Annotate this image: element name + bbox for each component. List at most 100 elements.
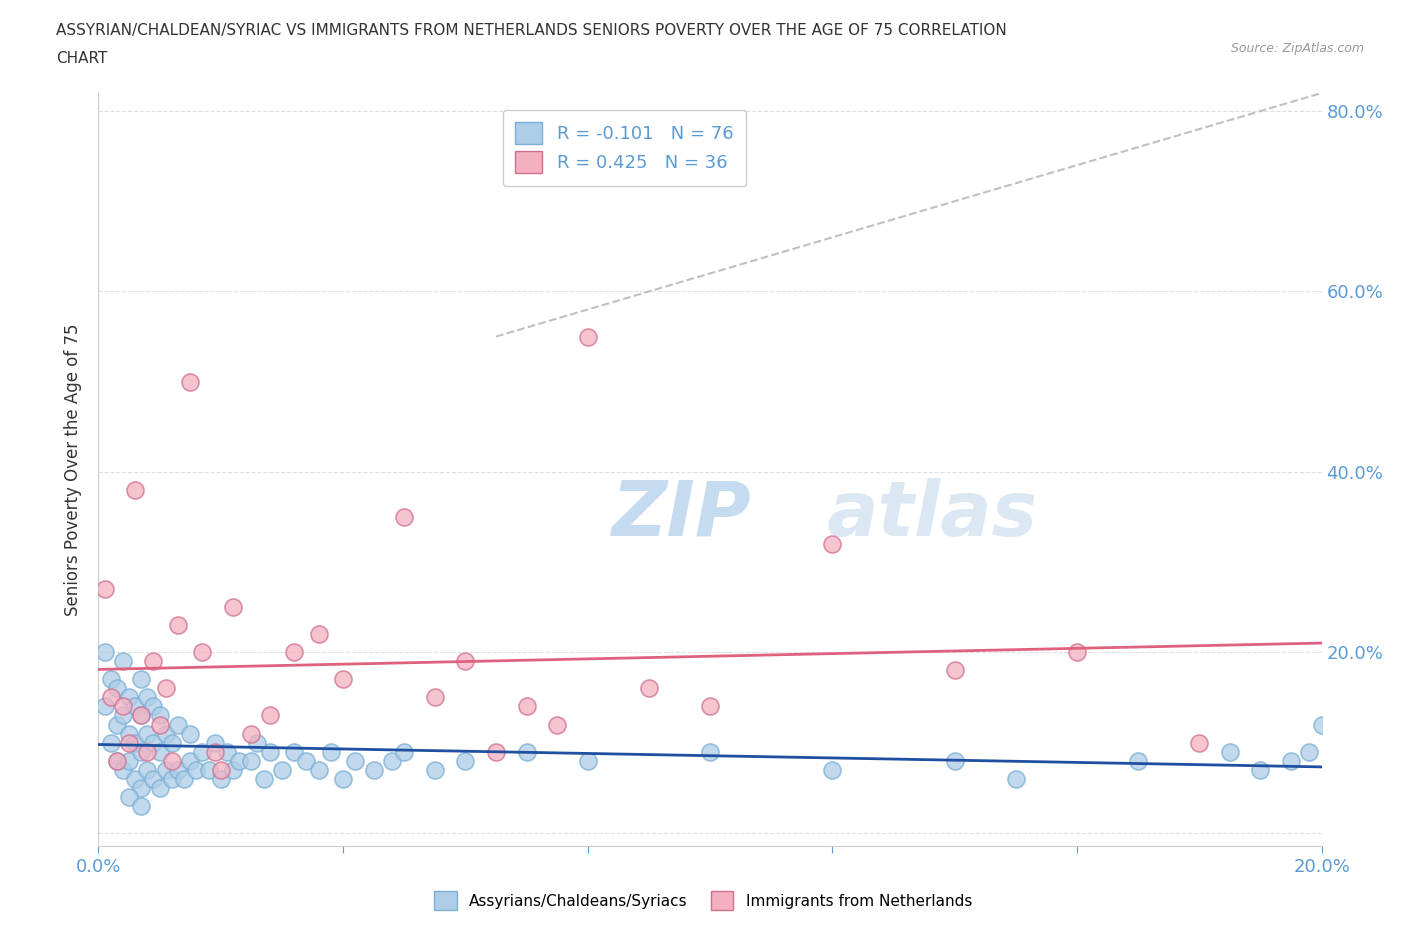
Point (118, 690, 141, 705)
Point (186, 763, 208, 777)
Point (363, 763, 385, 777)
Point (167, 717, 190, 732)
Point (222, 763, 245, 777)
Point (1249, 763, 1271, 777)
Text: Source: ZipAtlas.com: Source: ZipAtlas.com (1230, 42, 1364, 55)
Point (124, 483, 146, 498)
Point (129, 798, 152, 813)
Point (270, 763, 292, 777)
Point (160, 735, 183, 750)
Point (124, 699, 146, 714)
Point (381, 753, 404, 768)
Point (111, 763, 134, 777)
Text: atlas: atlas (827, 478, 1038, 551)
Point (173, 771, 195, 786)
Point (197, 763, 219, 777)
Point (259, 708, 281, 723)
Point (179, 374, 201, 389)
Point (124, 771, 146, 786)
Point (699, 744, 721, 759)
Point (308, 627, 330, 642)
Point (295, 753, 318, 768)
Point (215, 744, 238, 759)
Point (392, 744, 416, 759)
Point (118, 726, 141, 741)
Point (454, 654, 477, 669)
Point (93, 582, 115, 597)
Point (454, 753, 477, 768)
Point (222, 600, 245, 615)
Text: CHART: CHART (56, 51, 108, 66)
Legend: Assyrians/Chaldeans/Syriacs, Immigrants from Netherlands: Assyrians/Chaldeans/Syriacs, Immigrants … (426, 884, 980, 918)
Point (155, 763, 177, 777)
Point (332, 771, 354, 786)
Point (129, 672, 152, 687)
Point (93, 699, 115, 714)
Point (129, 708, 152, 723)
Point (118, 735, 141, 750)
Legend: R = -0.101   N = 76, R = 0.425   N = 36: R = -0.101 N = 76, R = 0.425 N = 36 (503, 110, 747, 186)
Point (179, 753, 201, 768)
Point (1128, 753, 1150, 768)
Point (344, 753, 367, 768)
Point (100, 690, 122, 705)
Point (100, 735, 122, 750)
Point (155, 726, 177, 741)
Point (319, 744, 342, 759)
Point (111, 708, 134, 723)
Point (516, 744, 538, 759)
Point (111, 654, 134, 669)
Point (93, 644, 115, 659)
Point (1298, 744, 1320, 759)
Point (111, 699, 134, 714)
Point (576, 329, 599, 344)
Point (191, 744, 214, 759)
Point (124, 735, 146, 750)
Point (423, 763, 446, 777)
Point (259, 744, 281, 759)
Point (149, 717, 172, 732)
Text: ZIP: ZIP (612, 478, 752, 551)
Point (943, 663, 966, 678)
Text: ASSYRIAN/CHALDEAN/SYRIAC VS IMMIGRANTS FROM NETHERLANDS SENIORS POVERTY OVER THE: ASSYRIAN/CHALDEAN/SYRIAC VS IMMIGRANTS F… (56, 23, 1007, 38)
Point (118, 790, 141, 804)
Point (1004, 771, 1026, 786)
Point (308, 763, 330, 777)
Point (1279, 753, 1302, 768)
Point (136, 744, 159, 759)
Point (252, 771, 274, 786)
Point (392, 510, 416, 525)
Point (149, 708, 172, 723)
Point (100, 672, 122, 687)
Point (699, 699, 721, 714)
Point (209, 763, 232, 777)
Point (821, 763, 844, 777)
Point (142, 771, 165, 786)
Point (228, 753, 250, 768)
Point (136, 726, 159, 741)
Point (283, 744, 305, 759)
Point (105, 717, 128, 732)
Point (240, 726, 263, 741)
Point (129, 780, 152, 795)
Point (576, 753, 599, 768)
Point (105, 681, 128, 696)
Point (240, 753, 263, 768)
Point (204, 744, 226, 759)
Point (142, 654, 165, 669)
Point (118, 753, 141, 768)
Point (179, 726, 201, 741)
Point (129, 708, 152, 723)
Point (485, 744, 508, 759)
Point (136, 690, 159, 705)
Point (332, 672, 354, 687)
Point (1310, 717, 1333, 732)
Point (1219, 744, 1241, 759)
Point (160, 753, 183, 768)
Point (516, 699, 538, 714)
Point (204, 735, 226, 750)
Point (423, 690, 446, 705)
Point (142, 699, 165, 714)
Point (160, 771, 183, 786)
Point (1188, 735, 1211, 750)
